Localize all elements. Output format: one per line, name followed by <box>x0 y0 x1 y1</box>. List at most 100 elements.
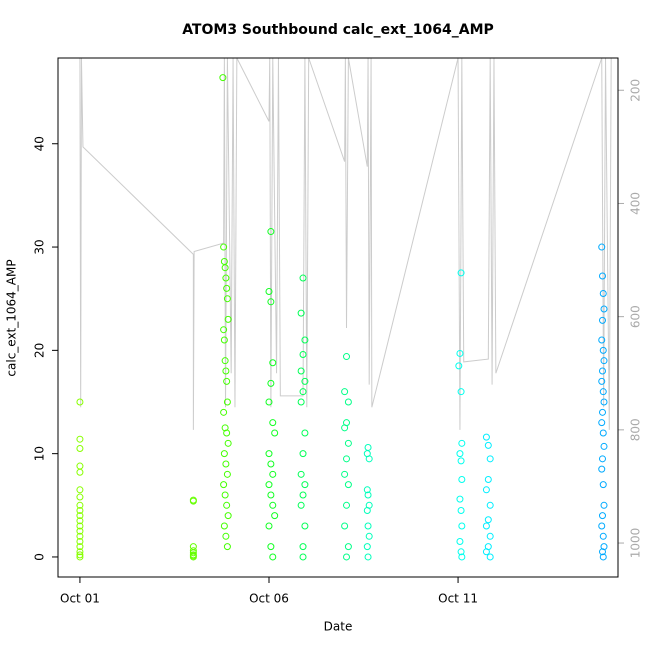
point <box>341 388 349 396</box>
point <box>600 305 608 313</box>
x-tick-label: Oct 11 <box>438 592 478 606</box>
point <box>456 450 464 458</box>
point <box>301 481 309 489</box>
point <box>223 284 231 292</box>
point <box>267 379 275 387</box>
point <box>457 388 465 396</box>
point <box>76 548 84 556</box>
point <box>457 506 465 514</box>
point <box>269 419 277 427</box>
point <box>458 475 466 483</box>
point <box>222 460 230 468</box>
point <box>598 243 606 251</box>
point <box>271 429 279 437</box>
point <box>76 527 84 535</box>
point <box>76 517 84 525</box>
point <box>457 457 465 465</box>
point <box>344 398 352 406</box>
point <box>457 548 465 556</box>
point <box>482 486 490 494</box>
point <box>301 429 309 437</box>
point <box>265 287 273 295</box>
point <box>269 553 277 561</box>
point <box>301 336 309 344</box>
point <box>222 274 230 282</box>
y-tick-label: 20 <box>33 343 47 358</box>
point <box>269 359 277 367</box>
point <box>221 264 229 272</box>
point <box>599 346 607 354</box>
point <box>363 486 371 494</box>
y2-tick-label: 1000 <box>629 528 643 559</box>
point <box>223 501 231 509</box>
point <box>220 481 228 489</box>
point <box>599 388 607 396</box>
point <box>364 443 372 451</box>
point <box>343 455 351 463</box>
point <box>484 441 492 449</box>
point <box>598 408 606 416</box>
point <box>599 553 607 561</box>
point <box>220 522 228 530</box>
point <box>456 495 464 503</box>
point <box>76 522 84 530</box>
point <box>76 444 84 452</box>
point <box>265 398 273 406</box>
point <box>600 442 608 450</box>
point <box>299 491 307 499</box>
point <box>76 435 84 443</box>
point <box>297 309 305 317</box>
point <box>299 350 307 358</box>
point <box>598 336 606 344</box>
point <box>344 543 352 551</box>
point <box>221 491 229 499</box>
point <box>223 470 231 478</box>
point <box>341 424 349 432</box>
point <box>76 551 84 559</box>
plot-frame <box>57 57 619 578</box>
point <box>455 362 463 370</box>
point <box>299 274 307 282</box>
point <box>600 398 608 406</box>
point <box>365 455 373 463</box>
point <box>364 553 372 561</box>
point <box>76 512 84 520</box>
point <box>598 522 606 530</box>
point <box>486 501 494 509</box>
point <box>76 532 84 540</box>
point <box>301 522 309 530</box>
y2-tick-label: 200 <box>629 79 643 102</box>
y-tick-label: 40 <box>33 136 47 151</box>
point <box>456 537 464 545</box>
y2-tick-label: 800 <box>629 418 643 441</box>
point <box>297 367 305 375</box>
point <box>458 553 466 561</box>
point <box>599 429 607 437</box>
point <box>223 398 231 406</box>
point <box>486 553 494 561</box>
point <box>221 357 229 365</box>
point <box>364 522 372 530</box>
point <box>482 522 490 530</box>
point <box>344 481 352 489</box>
point <box>265 481 273 489</box>
point <box>76 506 84 514</box>
point <box>486 455 494 463</box>
x-tick-label: Oct 01 <box>60 592 100 606</box>
point <box>341 470 349 478</box>
point <box>220 336 228 344</box>
point <box>265 522 273 530</box>
point <box>484 475 492 483</box>
point <box>269 470 277 478</box>
point <box>222 367 230 375</box>
point <box>223 295 231 303</box>
point <box>267 460 275 468</box>
point <box>265 450 273 458</box>
y2-tick-label: 400 <box>629 192 643 215</box>
point <box>363 506 371 514</box>
point <box>599 481 607 489</box>
point <box>267 543 275 551</box>
point <box>598 465 606 473</box>
pressure-line <box>79 57 612 430</box>
